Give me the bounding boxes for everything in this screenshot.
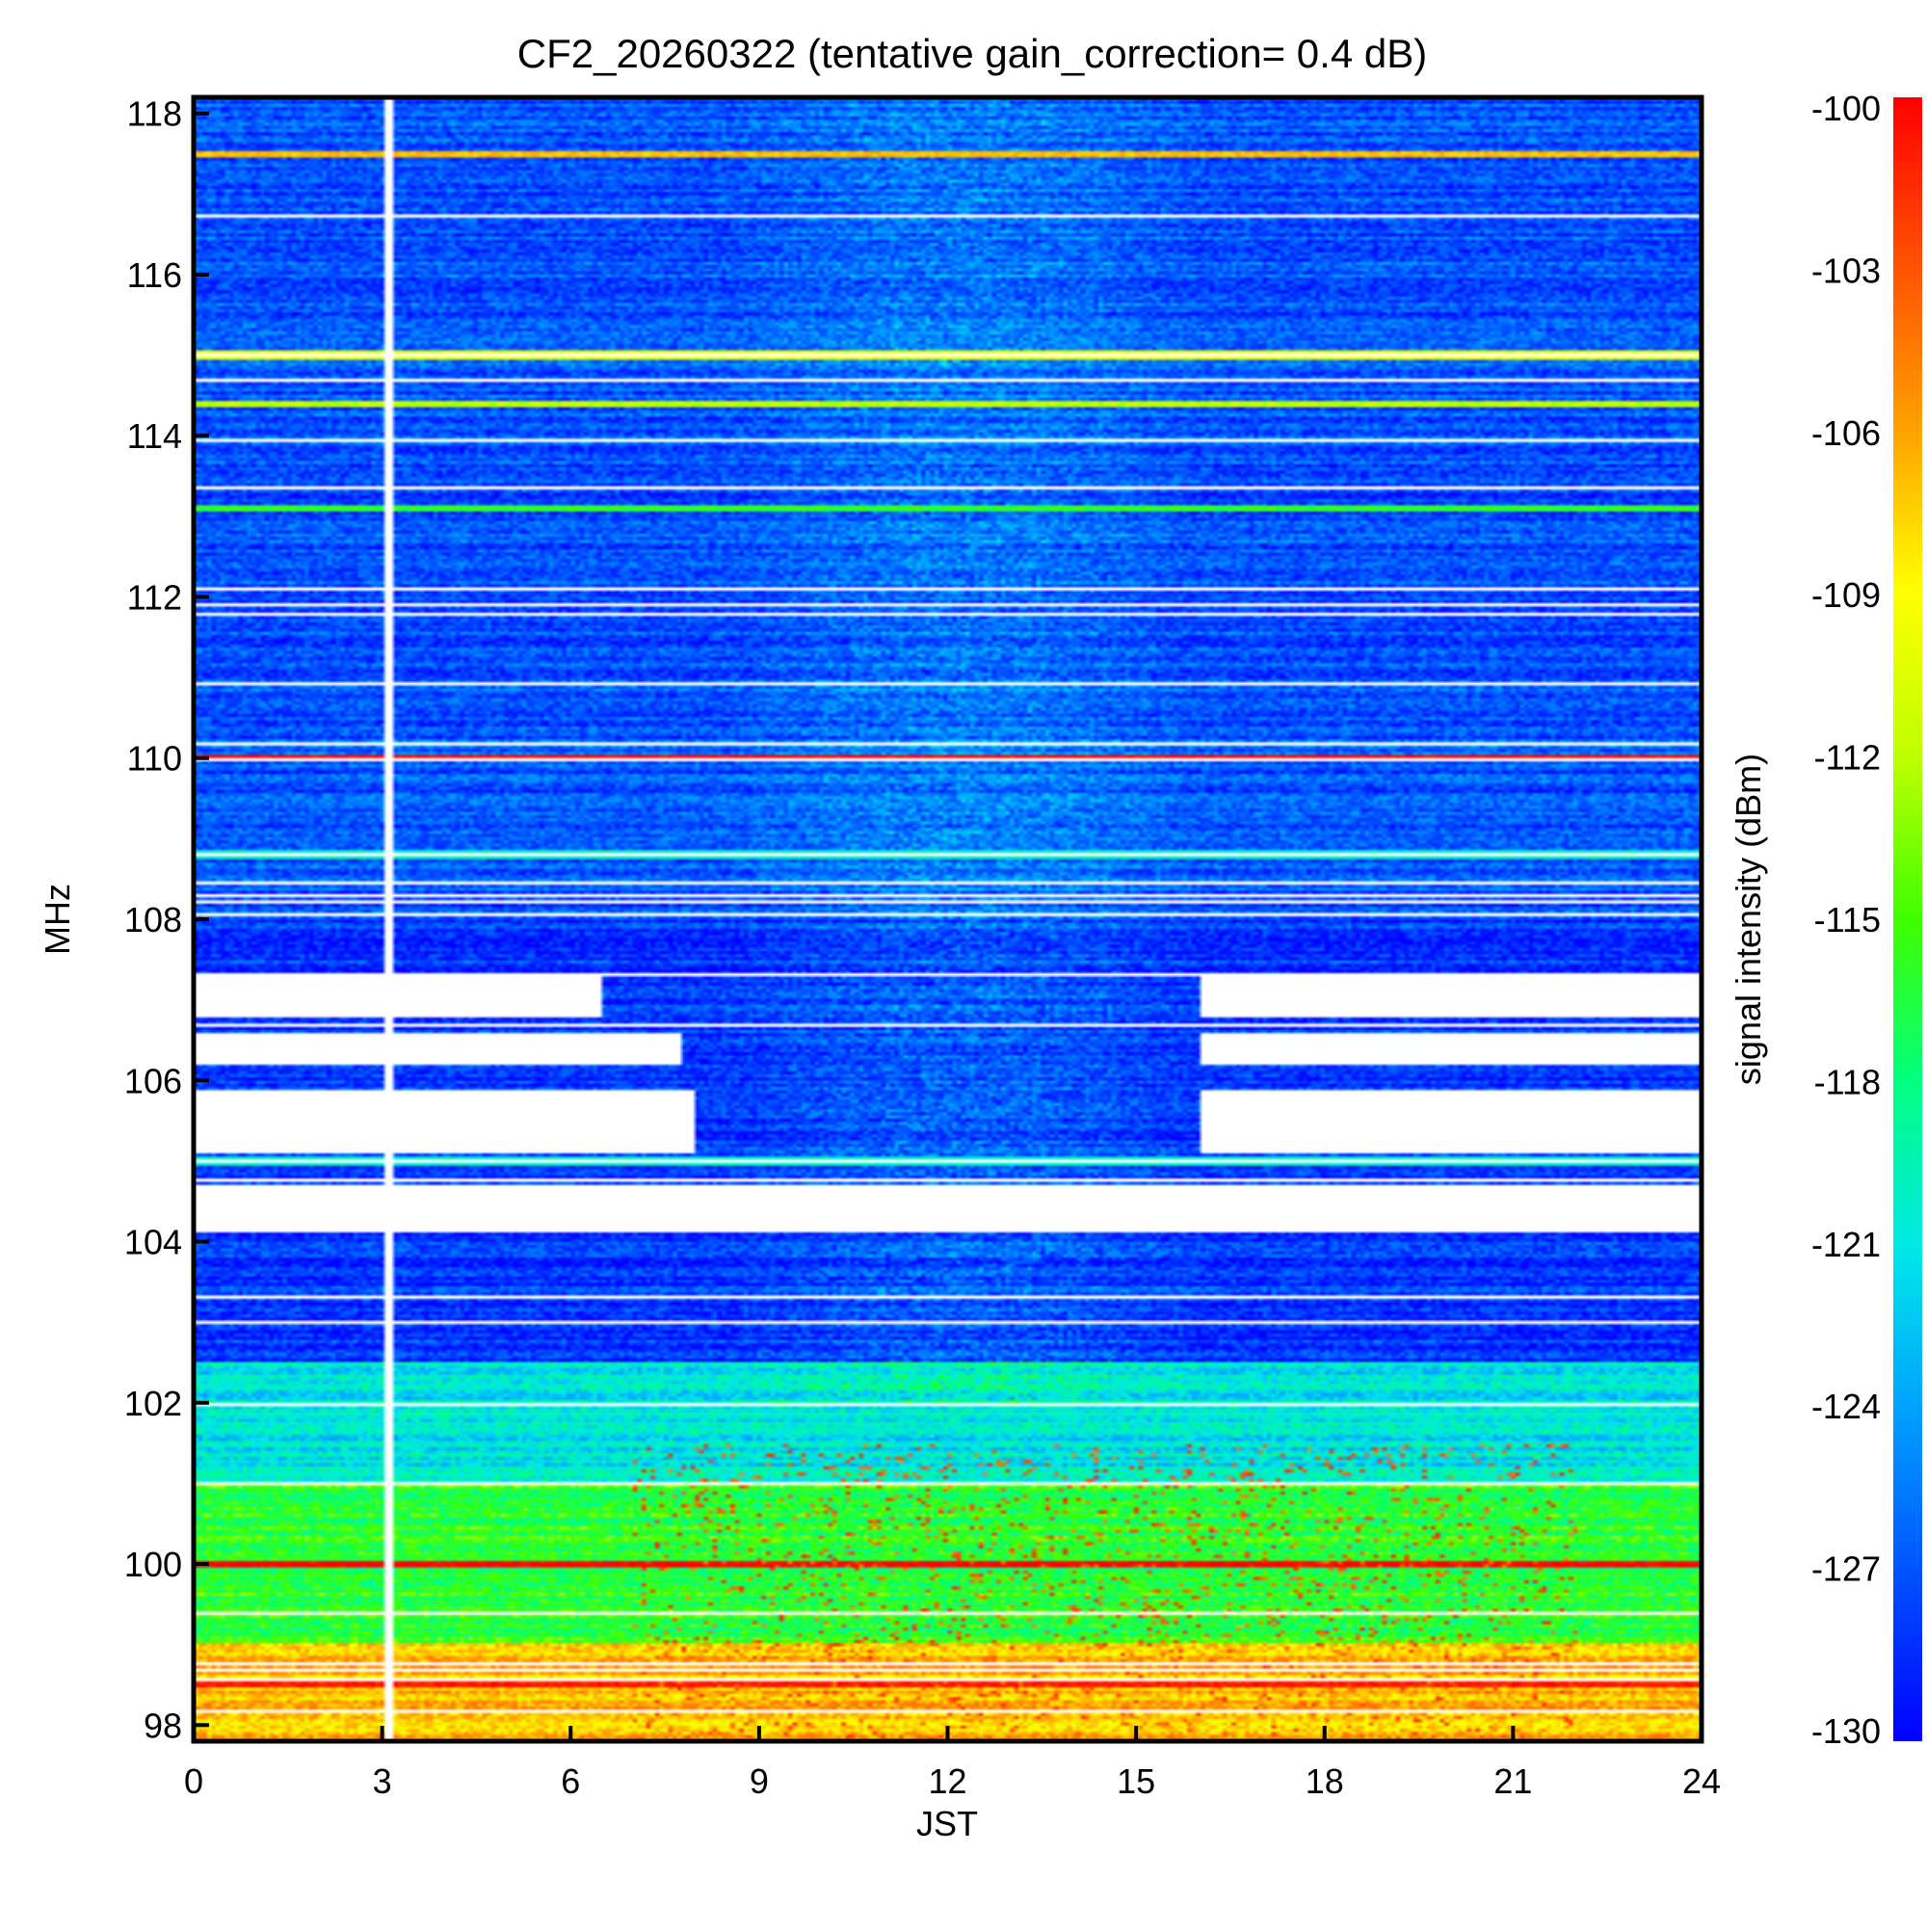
y-tick-label: 112 [127, 577, 182, 617]
chart-title: CF2_20260322 (tentative gain_correction=… [517, 31, 1427, 76]
colorbar-tick-label: -121 [1811, 1225, 1881, 1264]
y-tick-label: 102 [124, 1384, 182, 1423]
y-tick-label: 104 [124, 1223, 182, 1262]
x-axis-label: JST [916, 1804, 978, 1843]
x-tick-label: 21 [1493, 1761, 1532, 1801]
x-tick-label: 15 [1117, 1761, 1155, 1801]
colorbar-tick-label: -115 [1814, 900, 1881, 940]
x-tick-label: 0 [184, 1761, 203, 1801]
colorbar-tick-label: -100 [1811, 89, 1881, 128]
y-axis-ticks: 98 100 102 104 106 108 110 112 114 116 118 [124, 94, 209, 1745]
x-tick-label: 9 [750, 1761, 769, 1801]
y-tick-label: 98 [144, 1706, 182, 1745]
colorbar-tick-label: -106 [1811, 413, 1881, 453]
x-tick-label: 18 [1306, 1761, 1344, 1801]
x-tick-label: 12 [928, 1761, 966, 1801]
heatmap-plot-area [194, 97, 1702, 1741]
y-tick-label: 108 [124, 900, 182, 940]
colorbar-tick-label: -124 [1811, 1387, 1881, 1426]
x-tick-label: 3 [373, 1761, 392, 1801]
y-tick-label: 100 [124, 1545, 182, 1584]
colorbar-tick-label: -130 [1811, 1711, 1881, 1751]
colorbar-tick-label: -112 [1814, 738, 1881, 778]
x-axis-ticks: 0 3 6 9 12 15 18 21 24 [184, 1726, 1721, 1801]
colorbar-tick-label: -118 [1814, 1062, 1881, 1101]
heatmap-raster [194, 97, 1702, 1741]
y-axis-label: MHz [38, 884, 77, 955]
colorbar [1893, 97, 1922, 1741]
colorbar-label: signal intensity (dBm) [1729, 754, 1768, 1085]
x-tick-label: 6 [561, 1761, 580, 1801]
colorbar-ticks: -100 -103 -106 -109 -112 -115 -118 -121 -124 -127… [1811, 89, 1881, 1751]
y-tick-label: 116 [127, 255, 182, 295]
colorbar-tick-label: -109 [1811, 575, 1881, 615]
y-tick-label: 106 [124, 1061, 182, 1100]
y-tick-label: 110 [127, 739, 182, 779]
colorbar-tick-label: -103 [1811, 251, 1881, 290]
y-tick-label: 118 [127, 94, 182, 134]
colorbar-tick-label: -127 [1811, 1549, 1881, 1589]
y-tick-label: 114 [127, 416, 182, 456]
x-tick-label: 24 [1682, 1761, 1721, 1801]
